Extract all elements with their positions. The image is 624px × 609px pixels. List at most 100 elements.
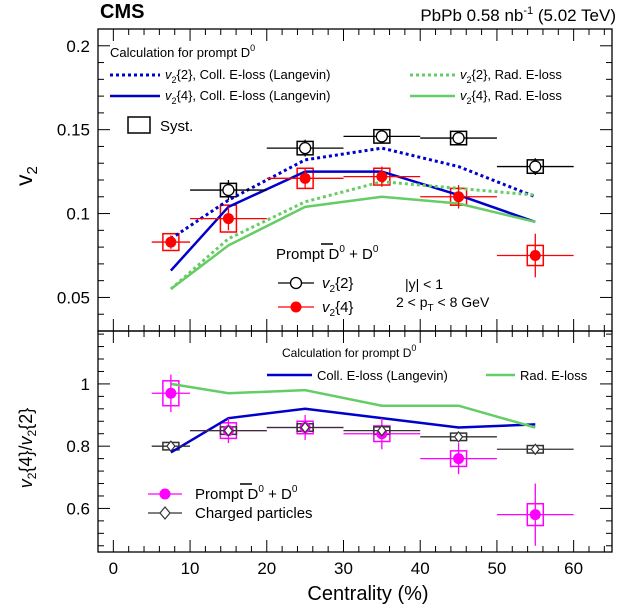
legend-charged-label: Charged particles	[195, 505, 313, 522]
bot-series-1-point	[266, 421, 344, 434]
bot-series-0-point	[151, 374, 191, 412]
marker	[529, 160, 542, 173]
top-ylabel: v2	[11, 166, 41, 186]
xtick-label: 0	[109, 559, 118, 578]
top-series-1-point	[496, 233, 574, 278]
bottom-curves	[170, 382, 536, 454]
legend-v22-marker	[289, 276, 303, 290]
bot-series-1-point	[190, 424, 267, 437]
top-data-legend-title: Prompt D0 + D0	[276, 244, 379, 263]
marker	[223, 424, 234, 437]
top-series-1-point	[420, 185, 497, 209]
marker	[376, 171, 388, 183]
legend-v22-label: v2{2}	[322, 275, 353, 295]
dataset-label: PbPb 0.58 nb-1 (5.02 TeV)	[420, 5, 616, 25]
top-series-1-point	[190, 206, 267, 231]
marker	[299, 172, 311, 184]
top-ticks: 0.05 0.1 0.15 0.2	[57, 28, 612, 332]
xtick-label: 30	[334, 559, 353, 578]
top-points	[151, 129, 574, 278]
marker	[165, 387, 177, 399]
top-series-0-point	[266, 139, 344, 157]
legend-dmeson-marker	[159, 488, 171, 500]
marker	[452, 131, 465, 145]
legend-v24-label: v2{4}	[322, 299, 353, 319]
top-series-0-point	[190, 180, 267, 201]
top-curve-3	[170, 195, 536, 291]
bot-ytick-label: 0.8	[66, 437, 90, 456]
pt-cut: 2 < pT < 8 GeV	[396, 294, 490, 314]
top-ytick-label: 0.1	[66, 205, 90, 224]
legend-bottom-coll-label: Coll. E-loss (Langevin)	[317, 368, 448, 383]
top-panel: 0.05 0.1 0.15 0.2 v2 Calculation for prompt…	[11, 28, 613, 332]
marker	[377, 424, 387, 437]
marker	[222, 213, 234, 225]
bottom-panel: 0.60.810 10 20 30 40 50 60 v2{4}/v2{2} Central…	[16, 330, 613, 605]
top-series-1-point	[151, 235, 191, 249]
legend-dmeson-label: Prompt D0 + D0	[195, 484, 298, 503]
top-ylabel-main: v	[11, 174, 37, 186]
legend-rad-v22-label: v2{2}, Rad. E-loss	[460, 67, 562, 85]
dataset-sup: -1	[523, 5, 533, 17]
marker	[165, 236, 177, 248]
xtick-label: 50	[487, 559, 506, 578]
legend-charged-marker	[159, 506, 171, 520]
top-series-0-point	[343, 129, 421, 144]
xtick-label: 60	[564, 559, 583, 578]
xlabel: Centrality (%)	[307, 583, 428, 605]
top-series-0-point	[496, 158, 574, 175]
bot-curve-1	[170, 382, 536, 429]
marker	[453, 453, 465, 465]
legend-v24-marker	[290, 301, 302, 313]
top-curve-0	[170, 146, 536, 240]
marker	[222, 183, 235, 197]
top-ytick-label: 0.05	[57, 288, 90, 307]
bot-series-0-point	[420, 443, 497, 475]
marker	[166, 440, 176, 453]
bot-ytick-label: 1	[81, 375, 90, 394]
xtick-label: 10	[181, 559, 200, 578]
bot-series-1-point	[343, 424, 421, 437]
top-series-1-point	[266, 168, 344, 189]
bot-series-0-point	[496, 483, 574, 546]
bottom-frame	[97, 330, 613, 553]
legend-rad-v24-label: v2{4}, Rad. E-loss	[460, 88, 562, 106]
top-series-0-point	[420, 131, 497, 145]
marker	[529, 509, 541, 521]
marker	[453, 430, 464, 443]
legend-bottom-rad-label: Rad. E-loss	[520, 368, 588, 383]
bot-series-1-point	[420, 430, 497, 443]
experiment-label: CMS	[100, 1, 144, 23]
top-ytick-label: 0.15	[57, 121, 90, 140]
marker	[529, 250, 541, 261]
marker	[300, 421, 310, 434]
top-series-1-point	[343, 166, 421, 187]
legend-coll-v24-label: v2{4}, Coll. E-loss (Langevin)	[165, 88, 330, 106]
top-legend-title: Calculation for prompt D0	[110, 43, 255, 60]
top-ytick-label: 0.2	[66, 37, 90, 56]
marker	[453, 191, 465, 203]
legend-syst-box	[127, 116, 151, 134]
top-curve-2	[169, 180, 536, 291]
bot-ytick-label: 0.6	[66, 499, 90, 518]
top-curve-1	[169, 170, 536, 272]
xtick-label: 20	[257, 559, 276, 578]
dataset-main: PbPb 0.58 nb	[420, 6, 523, 25]
bottom-legend-title: Calculation for prompt D0	[282, 343, 416, 360]
legend-coll-v22-label: v2{2}, Coll. E-loss (Langevin)	[165, 67, 330, 85]
xtick-label: 40	[411, 559, 430, 578]
bot-series-1-point	[496, 443, 574, 456]
bottom-ticks: 0.60.810 10 20 30 40 50 60	[66, 331, 612, 578]
bot-curve-0	[170, 407, 536, 454]
bot-series-1-point	[151, 440, 191, 453]
rapidity-cut: |y| < 1	[405, 276, 443, 292]
marker	[298, 141, 312, 155]
marker	[530, 443, 541, 456]
bottom-points	[151, 374, 574, 546]
top-curves	[169, 146, 536, 291]
top-ylabel-sub: 2	[24, 166, 41, 174]
legend-syst-label: Syst.	[160, 118, 193, 135]
marker	[375, 130, 389, 143]
dataset-energy: (5.02 TeV)	[533, 6, 616, 25]
